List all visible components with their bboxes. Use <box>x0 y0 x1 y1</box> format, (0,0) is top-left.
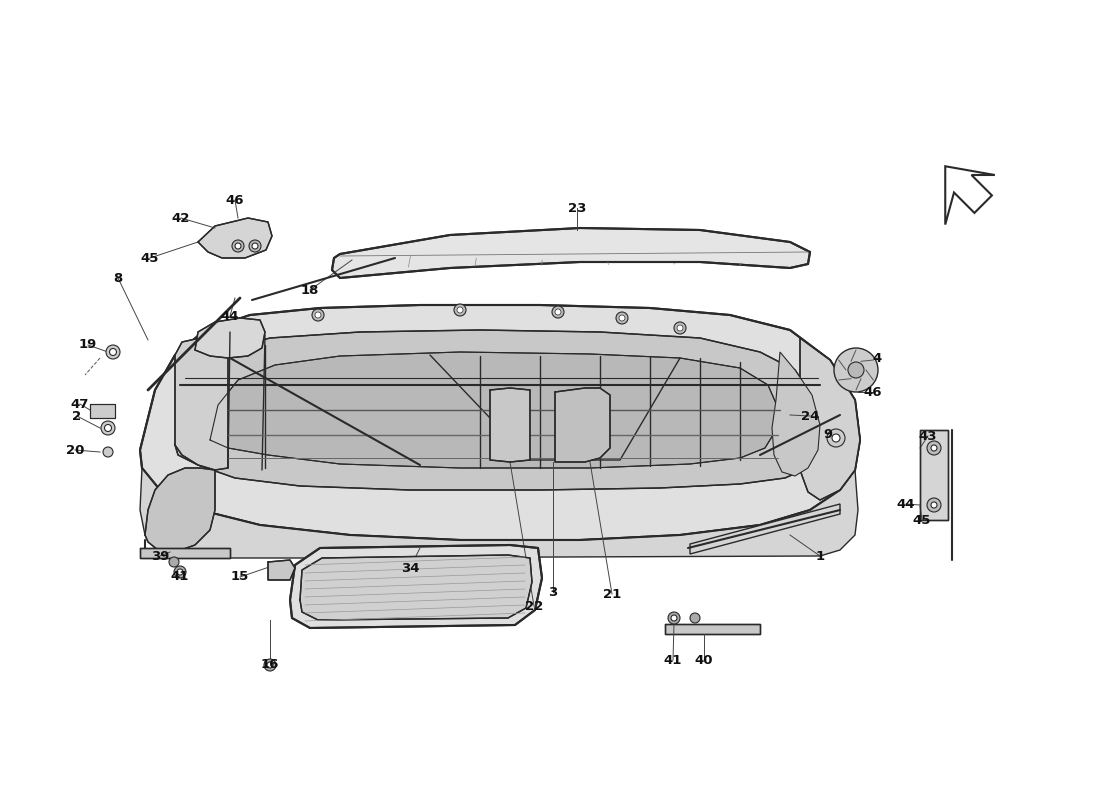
Circle shape <box>249 240 261 252</box>
Text: 20: 20 <box>66 443 85 457</box>
Circle shape <box>927 498 940 512</box>
Circle shape <box>232 240 244 252</box>
Text: 23: 23 <box>568 202 586 214</box>
Polygon shape <box>175 338 228 470</box>
Text: 42: 42 <box>172 211 190 225</box>
Polygon shape <box>140 305 860 540</box>
Polygon shape <box>490 388 530 462</box>
Circle shape <box>552 306 564 318</box>
Polygon shape <box>268 560 295 580</box>
Text: 8: 8 <box>113 271 122 285</box>
Text: 45: 45 <box>141 251 160 265</box>
Circle shape <box>454 304 466 316</box>
Circle shape <box>312 309 324 321</box>
Text: 18: 18 <box>300 283 319 297</box>
Circle shape <box>103 447 113 457</box>
Circle shape <box>676 325 683 331</box>
Polygon shape <box>556 388 610 462</box>
Polygon shape <box>920 430 948 520</box>
Text: 44: 44 <box>221 310 240 322</box>
Circle shape <box>834 348 878 392</box>
Circle shape <box>315 312 321 318</box>
Text: 45: 45 <box>913 514 932 526</box>
Polygon shape <box>198 218 272 258</box>
Circle shape <box>832 434 840 442</box>
Polygon shape <box>772 352 820 476</box>
Polygon shape <box>690 504 840 554</box>
Text: 16: 16 <box>261 658 279 671</box>
Circle shape <box>252 243 258 249</box>
Circle shape <box>931 445 937 451</box>
Text: 9: 9 <box>824 427 833 441</box>
Text: 19: 19 <box>79 338 97 351</box>
Circle shape <box>556 309 561 315</box>
Text: 47: 47 <box>70 398 89 410</box>
Text: 1: 1 <box>815 550 825 562</box>
Circle shape <box>235 243 241 249</box>
Text: 46: 46 <box>864 386 882 398</box>
Text: 41: 41 <box>663 654 682 666</box>
Circle shape <box>177 569 183 575</box>
Text: 41: 41 <box>170 570 189 582</box>
Circle shape <box>668 612 680 624</box>
Text: 46: 46 <box>226 194 244 206</box>
Circle shape <box>671 615 676 621</box>
Text: 2: 2 <box>73 410 81 422</box>
Circle shape <box>106 345 120 359</box>
Polygon shape <box>210 352 778 468</box>
Text: 40: 40 <box>695 654 713 666</box>
Circle shape <box>174 566 186 578</box>
Circle shape <box>264 659 276 671</box>
Circle shape <box>456 307 463 313</box>
Text: 21: 21 <box>603 587 622 601</box>
Circle shape <box>619 315 625 321</box>
Circle shape <box>110 349 117 355</box>
Polygon shape <box>290 545 542 628</box>
Text: 22: 22 <box>525 599 543 613</box>
Circle shape <box>690 613 700 623</box>
Text: 43: 43 <box>918 430 937 442</box>
Circle shape <box>616 312 628 324</box>
Circle shape <box>848 362 864 378</box>
Circle shape <box>104 425 111 431</box>
Text: 34: 34 <box>400 562 419 574</box>
Circle shape <box>674 322 686 334</box>
Polygon shape <box>195 318 265 358</box>
Circle shape <box>101 421 116 435</box>
Polygon shape <box>175 330 819 490</box>
Circle shape <box>827 429 845 447</box>
Polygon shape <box>145 468 214 552</box>
Circle shape <box>169 557 179 567</box>
Text: 24: 24 <box>801 410 820 422</box>
Polygon shape <box>945 166 994 225</box>
Polygon shape <box>90 404 116 418</box>
Polygon shape <box>140 468 858 558</box>
Text: 3: 3 <box>549 586 558 598</box>
Polygon shape <box>140 548 230 558</box>
Polygon shape <box>666 624 760 634</box>
Polygon shape <box>798 338 860 500</box>
Polygon shape <box>300 555 532 620</box>
Circle shape <box>267 662 273 668</box>
Polygon shape <box>332 228 810 278</box>
Text: 15: 15 <box>231 570 249 583</box>
Text: 44: 44 <box>896 498 915 510</box>
Text: 4: 4 <box>872 351 881 365</box>
Circle shape <box>931 502 937 508</box>
Text: 39: 39 <box>151 550 169 562</box>
Circle shape <box>927 441 940 455</box>
